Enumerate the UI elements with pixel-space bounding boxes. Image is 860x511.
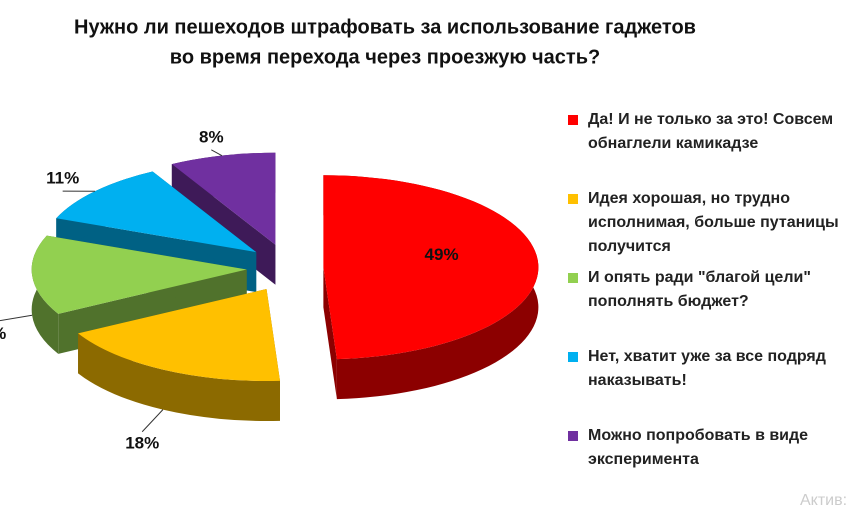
- slice: [323, 175, 539, 360]
- value-label: 14%: [0, 324, 6, 343]
- chart-title: во время перехода через проезжую часть?: [170, 46, 600, 68]
- legend-item: Идея хорошая, но трудно исполнимая, боль…: [568, 187, 853, 266]
- slice: [323, 175, 539, 400]
- watermark: Актив:: [800, 492, 848, 509]
- slice: [78, 289, 281, 382]
- leader-line: [211, 149, 223, 157]
- slice-side: [78, 333, 281, 422]
- legend-swatch: [568, 352, 578, 362]
- legend-swatch: [568, 431, 578, 441]
- slice: [56, 171, 257, 253]
- legend-item: Можно попробовать в виде эксперимента: [568, 424, 853, 503]
- legend-label: Идея хорошая, но трудно исполнимая, боль…: [588, 190, 839, 255]
- slice: [171, 152, 276, 245]
- legend-label: И опять ради "благой цели" пополнять бюд…: [588, 269, 811, 310]
- legend-label: Нет, хватит уже за все подряд наказывать…: [588, 348, 826, 389]
- legend-item: И опять ради "благой цели" пополнять бюд…: [568, 266, 853, 345]
- legend-swatch: [568, 115, 578, 125]
- leader-line: [141, 409, 164, 433]
- chart-title: Нужно ли пешеходов штрафовать за использ…: [74, 16, 696, 38]
- legend-label: Да! И не только за это! Совсем обнаглели…: [588, 111, 834, 152]
- value-label: 49%: [425, 245, 459, 264]
- legend-swatch: [568, 194, 578, 204]
- leader-line: [0, 314, 33, 322]
- legend-label: Можно попробовать в виде эксперимента: [588, 427, 809, 468]
- slice: [31, 235, 247, 314]
- legend-item: Да! И не только за это! Совсем обнаглели…: [568, 108, 853, 187]
- slice: [78, 289, 281, 422]
- slice-side: [323, 267, 337, 400]
- legend-swatch: [568, 273, 578, 283]
- value-label: 18%: [125, 433, 159, 452]
- legend: Да! И не только за это! Совсем обнаглели…: [568, 108, 853, 503]
- value-label: 8%: [199, 127, 224, 146]
- value-label: 11%: [46, 169, 79, 188]
- slice: [31, 235, 247, 354]
- legend-item: Нет, хватит уже за все подряд наказывать…: [568, 345, 853, 424]
